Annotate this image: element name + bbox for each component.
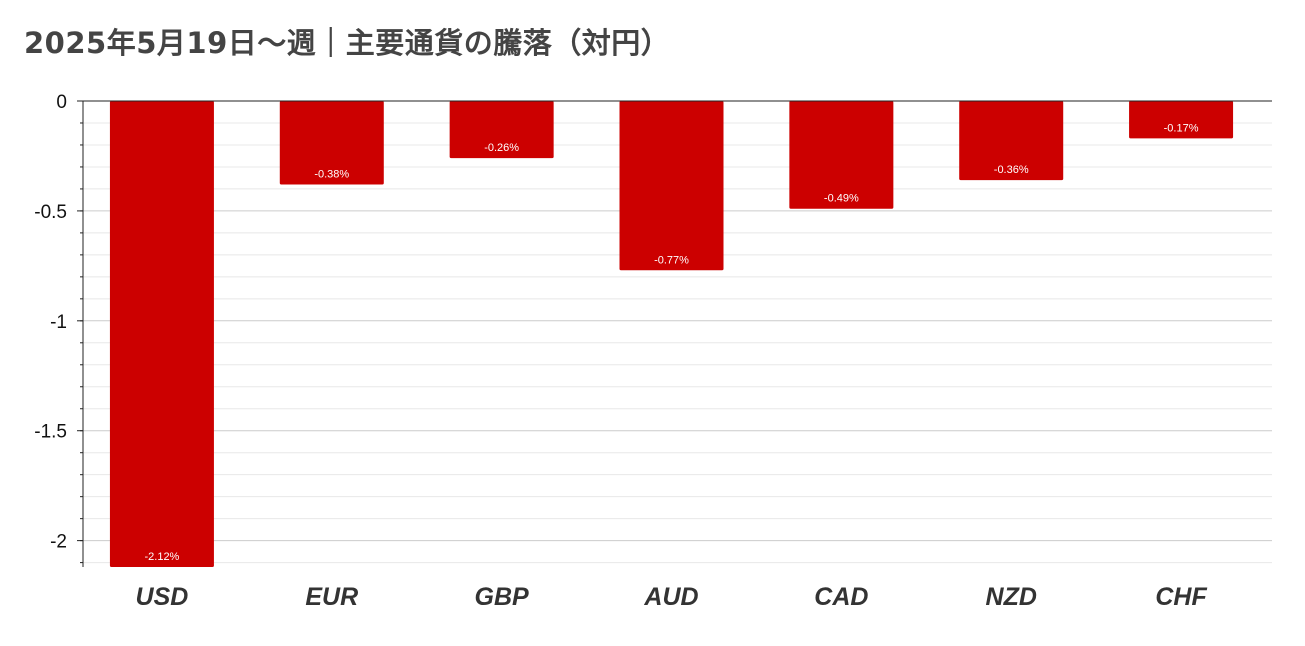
bar-chf <box>1129 101 1234 139</box>
y-tick-label: -2 <box>50 532 67 553</box>
y-tick-label: -1.5 <box>34 422 67 443</box>
x-tick-label: CHF <box>1155 583 1207 611</box>
labels: 0 -0.5 -1 -1.5 -2 -2.12% USD -0.38% EUR -0.26% GBP… <box>34 92 1207 611</box>
bar-nzd <box>959 101 1064 181</box>
x-tick-label: NZD <box>986 583 1037 611</box>
y-tick-label: -1 <box>50 312 67 333</box>
bars <box>109 101 1234 567</box>
y-tick-label: 0 <box>56 92 67 113</box>
chart-title: 2025年5月19日～週｜主要通貨の騰落（対円） <box>24 26 671 60</box>
bar-gbp <box>449 101 554 159</box>
data-label: -0.49% <box>824 193 859 205</box>
bar-eur <box>279 101 384 185</box>
bar-aud <box>619 101 724 271</box>
bar-usd <box>109 101 214 567</box>
data-label: -2.12% <box>144 551 179 563</box>
data-label: -0.77% <box>654 254 689 266</box>
x-tick-label: CAD <box>814 583 868 611</box>
y-tick-label: -0.5 <box>34 202 67 223</box>
data-label: -0.36% <box>994 164 1029 176</box>
x-tick-label: GBP <box>475 583 530 611</box>
data-label: -0.38% <box>314 169 349 181</box>
bar-cad <box>789 101 894 209</box>
x-tick-label: USD <box>136 583 189 611</box>
axes <box>77 100 1272 567</box>
data-label: -0.26% <box>484 142 519 154</box>
x-tick-label: EUR <box>305 583 358 611</box>
data-label: -0.17% <box>1164 122 1199 134</box>
x-tick-label: AUD <box>643 583 698 611</box>
